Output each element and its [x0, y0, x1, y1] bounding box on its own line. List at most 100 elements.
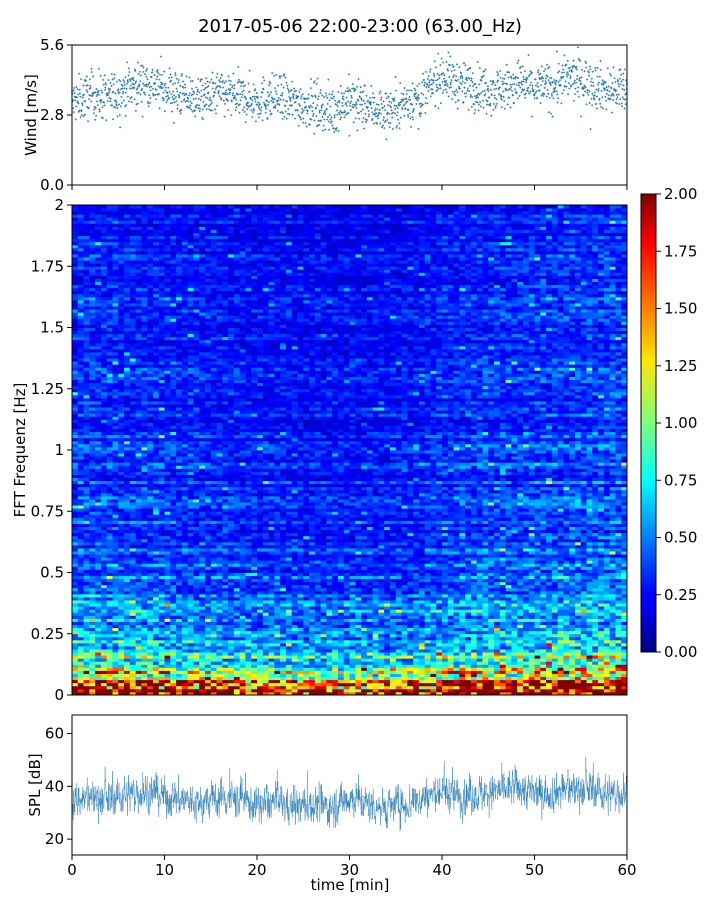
heatmap-cell	[476, 685, 483, 690]
heatmap-cell	[557, 639, 564, 644]
heatmap-cell	[135, 670, 142, 674]
heatmap-cell	[574, 664, 582, 668]
heatmap-cell	[337, 624, 345, 629]
heatmap-cell	[216, 655, 223, 659]
heatmap-cell	[164, 609, 171, 613]
heatmap-cell	[337, 667, 345, 671]
heatmap-cell	[233, 679, 241, 684]
heatmap-cell	[239, 655, 246, 659]
heatmap-cell	[193, 630, 200, 635]
heatmap-cell	[245, 670, 252, 674]
heatmap-cell	[447, 621, 454, 625]
wind-data-point	[141, 115, 144, 118]
wind-data-point	[254, 120, 257, 123]
heatmap-cell	[187, 642, 194, 647]
heatmap-cell	[204, 606, 212, 610]
heatmap-cell	[89, 639, 96, 644]
wind-data-point	[124, 115, 127, 118]
heatmap-cell	[95, 639, 102, 644]
heatmap-cell	[349, 661, 356, 665]
heatmap-cell	[389, 658, 397, 662]
heatmap-cell	[222, 621, 229, 625]
wind-data-point	[141, 64, 144, 67]
heatmap-cell	[228, 673, 235, 678]
heatmap-cell	[551, 676, 559, 681]
heatmap-cell	[216, 676, 223, 681]
heatmap-cell	[389, 676, 397, 681]
heatmap-cell	[326, 673, 333, 678]
heatmap-cell	[459, 667, 466, 671]
heatmap-cell	[170, 630, 177, 635]
heatmap-cell	[557, 600, 564, 604]
heatmap-cell	[303, 639, 310, 644]
heatmap-cell	[476, 655, 483, 659]
heatmap-cell	[384, 676, 391, 681]
heatmap-cell	[332, 600, 339, 604]
wind-data-point	[287, 108, 290, 111]
heatmap-cell	[239, 667, 246, 671]
heatmap-cell	[574, 627, 582, 632]
heatmap-cell	[378, 615, 385, 619]
heatmap-cell	[436, 649, 443, 653]
wind-data-point	[109, 100, 112, 103]
heatmap-cell	[574, 661, 582, 665]
heatmap-cell	[557, 593, 564, 598]
heatmap-cell	[251, 633, 258, 638]
heatmap-cell	[505, 597, 512, 601]
heatmap-cell	[216, 658, 223, 662]
wind-data-point	[120, 101, 123, 104]
heatmap-cell	[522, 636, 530, 641]
wind-data-point	[170, 93, 173, 96]
heatmap-cell	[199, 679, 206, 684]
heatmap-cell	[164, 612, 171, 616]
heatmap-cell	[303, 636, 310, 641]
heatmap-cell	[615, 679, 622, 684]
wind-data-point	[138, 70, 141, 73]
heatmap-cell	[233, 606, 241, 610]
wind-data-point	[253, 89, 256, 92]
heatmap-cell	[158, 609, 165, 613]
heatmap-cell	[216, 627, 223, 632]
heatmap-cell	[465, 664, 472, 668]
heatmap-cell	[309, 688, 316, 693]
heatmap-cell	[112, 612, 119, 616]
heatmap-cell	[413, 612, 420, 616]
heatmap-cell	[112, 627, 119, 632]
heatmap-cell	[239, 618, 246, 622]
heatmap-cell	[494, 661, 501, 665]
heatmap-cell	[89, 649, 96, 653]
heatmap-cell	[309, 612, 316, 616]
heatmap-cell	[251, 661, 258, 665]
wind-data-point	[288, 113, 291, 116]
heatmap-cell	[482, 676, 489, 681]
heatmap-cell	[343, 646, 350, 650]
heatmap-cell	[89, 679, 96, 684]
heatmap-cell	[274, 627, 281, 632]
heatmap-cell	[459, 664, 466, 668]
heatmap-cell	[592, 636, 599, 641]
heatmap-cell	[95, 621, 102, 625]
heatmap-cell	[210, 618, 217, 622]
heatmap-cell	[210, 630, 217, 635]
heatmap-cell	[257, 676, 264, 681]
heatmap-cell	[314, 624, 321, 629]
heatmap-cell	[100, 606, 108, 610]
wind-data-point	[196, 88, 199, 91]
heatmap-cell	[459, 652, 466, 656]
heatmap-cell	[124, 606, 131, 610]
heatmap-cell	[424, 667, 431, 671]
heatmap-cell	[95, 609, 102, 613]
heatmap-cell	[424, 600, 431, 604]
heatmap-cell	[297, 649, 304, 653]
heatmap-cell	[546, 658, 553, 662]
heatmap-cell	[349, 627, 356, 632]
heatmap-cell	[528, 661, 535, 665]
heatmap-cell	[546, 676, 553, 681]
heatmap-cell	[152, 597, 160, 601]
heatmap-cell	[95, 685, 102, 690]
heatmap-cell	[106, 658, 113, 662]
wind-data-point	[286, 100, 289, 103]
wind-data-point	[301, 107, 304, 110]
heatmap-cell	[245, 661, 252, 665]
heatmap-cell	[418, 639, 426, 644]
